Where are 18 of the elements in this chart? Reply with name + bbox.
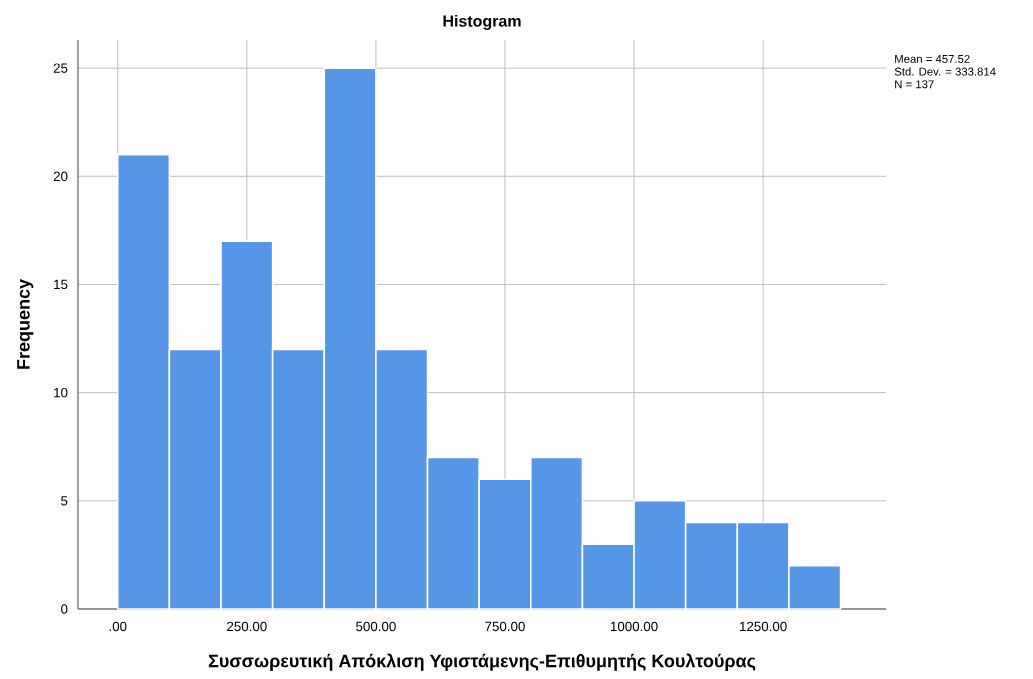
x-tick-label: 1000.00 [610, 621, 658, 632]
x-tick-label: 250.00 [227, 621, 267, 632]
x-tick-label: 1250.00 [740, 621, 787, 632]
y-axis-title: Frequency [17, 279, 34, 369]
x-tick-label: 750.00 [485, 621, 525, 632]
y-tick-label: 10 [54, 387, 68, 398]
y-tick-label: 15 [54, 279, 68, 290]
chart-title: Histogram [443, 14, 521, 30]
y-tick-label: 20 [53, 171, 68, 182]
y-tick-label: 0 [61, 604, 68, 614]
text: Std. Dev. = 333.814 [894, 67, 996, 76]
y-tick-label: 25 [53, 63, 68, 73]
x-tick-label: .00 [109, 621, 127, 632]
x-axis-title: Συσσωρευτική Απόκλιση Υφιστάμενης-Επιθυμητής Κουλτούρας [208, 653, 756, 671]
x-tick-label: 500.00 [356, 621, 396, 632]
text: N = 137 [895, 80, 934, 89]
y-tick-label: 5 [61, 496, 68, 506]
text: Mean = 457.52 [895, 54, 970, 63]
